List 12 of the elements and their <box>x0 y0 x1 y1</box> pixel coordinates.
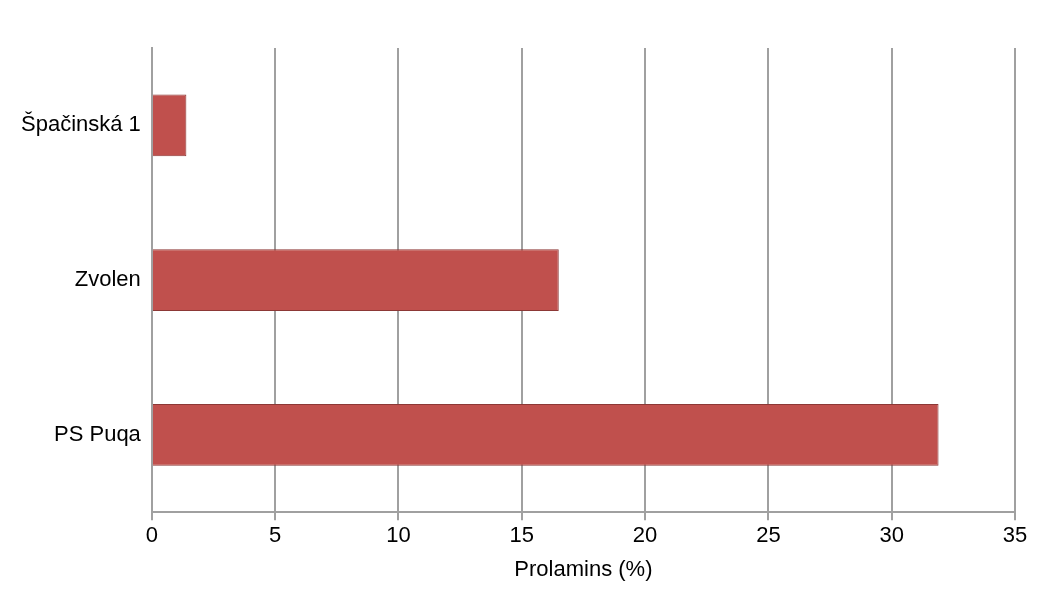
x-tick-label: 25 <box>756 522 781 548</box>
x-tick-label: 20 <box>632 522 658 548</box>
x-tick-label: 35 <box>1002 522 1028 548</box>
x-tick-label: 0 <box>145 522 158 548</box>
y-tick-label: Špačinská 1 <box>20 111 141 137</box>
x-tick-label: 30 <box>879 522 904 548</box>
y-tick-label: Zvolen <box>74 266 141 292</box>
x-tick-label: 5 <box>269 522 282 548</box>
y-tick-label: PS Puqa <box>54 420 142 446</box>
x-tick-label: 10 <box>386 522 411 548</box>
x-axis-title: Prolamins (%) <box>514 555 653 581</box>
x-tick-label: 15 <box>509 522 535 548</box>
